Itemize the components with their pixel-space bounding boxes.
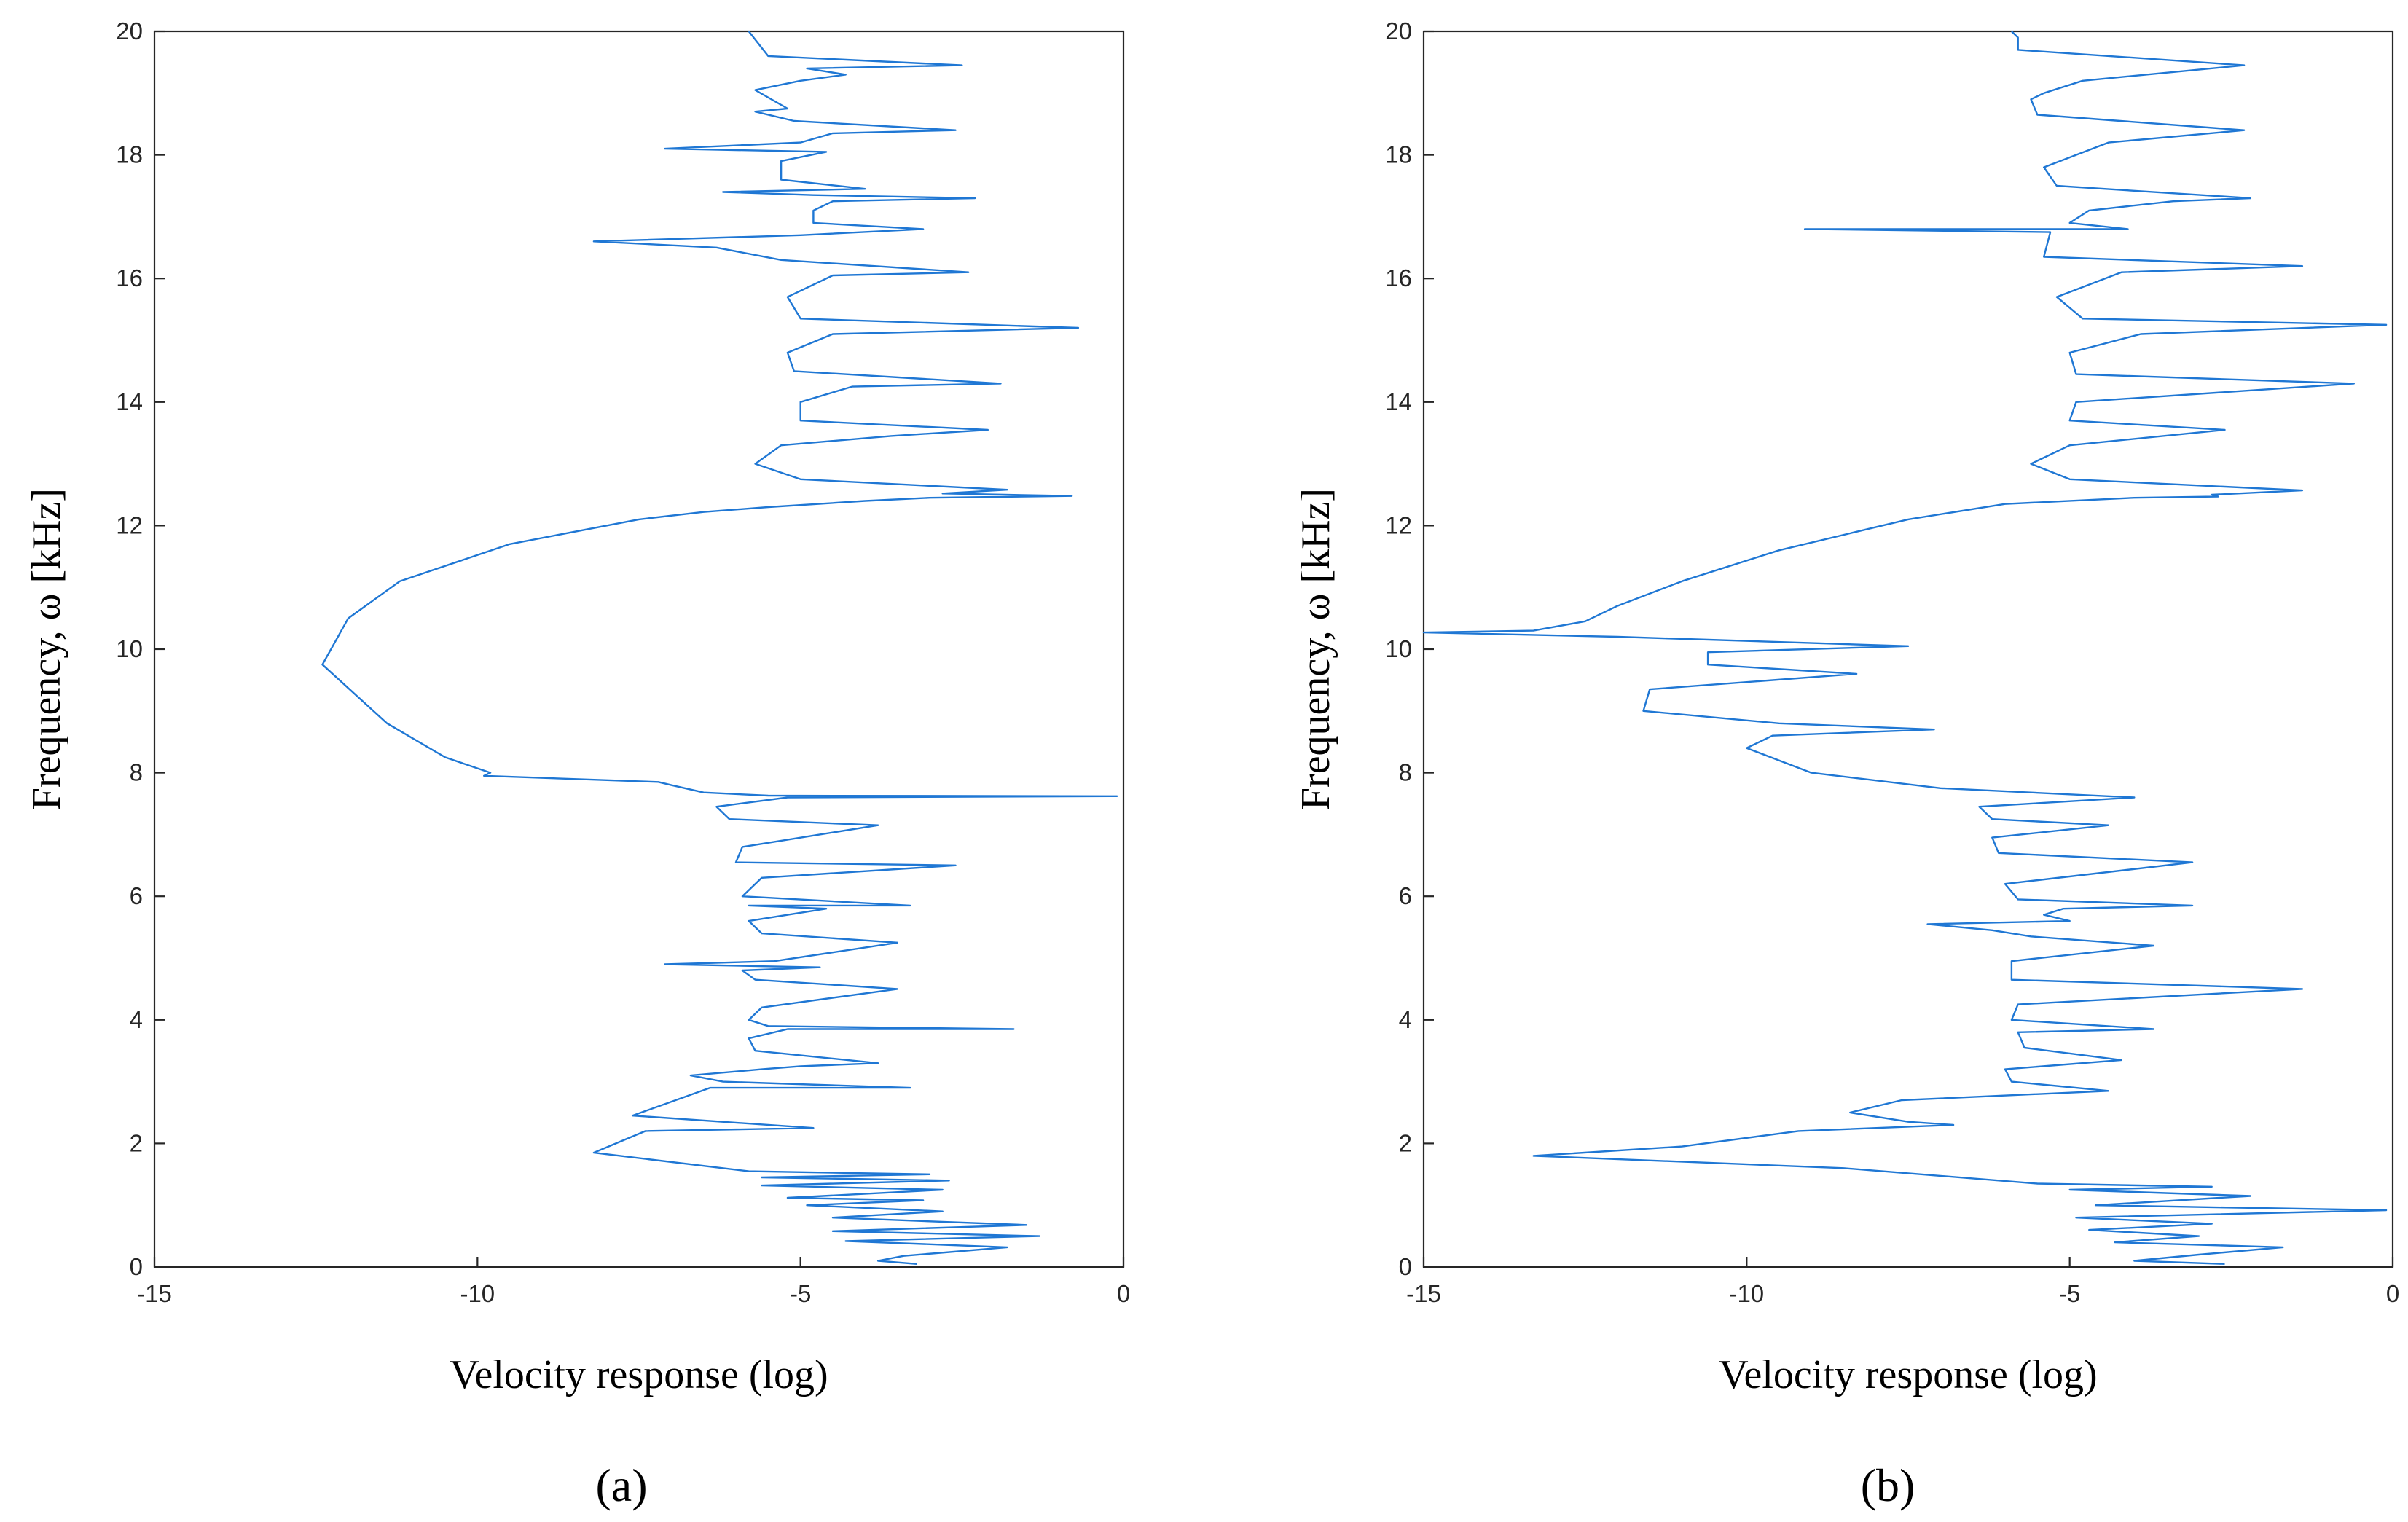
y-axis-label: Frequency, ω [kHz] — [24, 488, 69, 810]
axes-frame — [1422, 30, 2394, 1268]
y-axis-label: Frequency, ω [kHz] — [1293, 488, 1338, 810]
y-tick-label: 4 — [1399, 1006, 1412, 1033]
y-tick-label: 14 — [116, 388, 143, 415]
x-tick-label: 0 — [2386, 1280, 2399, 1307]
x-tick-label: -5 — [2059, 1280, 2080, 1307]
x-tick-label: -15 — [137, 1280, 172, 1307]
panel-b: -15 -10 -5 0 0 2 4 6 8 10 12 14 16 18 20 Velocity res… — [1293, 17, 2399, 1511]
x-axis-ticks: -15 -10 -5 0 — [1406, 1257, 2399, 1307]
x-tick-label: -10 — [1729, 1280, 1764, 1307]
x-tick-label: -5 — [790, 1280, 811, 1307]
x-tick-label: 0 — [1117, 1280, 1130, 1307]
y-tick-label: 10 — [1385, 635, 1412, 662]
axes-frame — [153, 30, 1125, 1268]
y-tick-label: 20 — [116, 17, 143, 44]
x-axis-label: Velocity response (log) — [450, 1352, 828, 1397]
y-tick-label: 8 — [1399, 759, 1412, 786]
y-tick-label: 4 — [130, 1006, 143, 1033]
y-tick-label: 10 — [116, 635, 143, 662]
y-tick-label: 0 — [130, 1253, 143, 1280]
y-tick-label: 20 — [1385, 17, 1412, 44]
y-tick-label: 14 — [1385, 388, 1412, 415]
y-tick-label: 18 — [116, 141, 143, 168]
y-tick-label: 12 — [1385, 511, 1412, 538]
series-line — [1422, 31, 2388, 1265]
series-line — [321, 31, 1118, 1265]
y-tick-label: 6 — [1399, 882, 1412, 909]
x-tick-label: -15 — [1406, 1280, 1441, 1307]
x-tick-label: -10 — [460, 1280, 495, 1307]
x-axis-ticks: -15 -10 -5 0 — [137, 1257, 1130, 1307]
y-tick-label: 8 — [130, 759, 143, 786]
y-axis-ticks: 0 2 4 6 8 10 12 14 16 18 20 — [1385, 17, 1434, 1280]
y-tick-label: 16 — [116, 264, 143, 291]
y-tick-label: 16 — [1385, 264, 1412, 291]
y-tick-label: 2 — [130, 1129, 143, 1156]
y-tick-label: 0 — [1399, 1253, 1412, 1280]
y-tick-label: 12 — [116, 511, 143, 538]
panel-label: (a) — [595, 1459, 647, 1511]
y-tick-label: 2 — [1399, 1129, 1412, 1156]
x-axis-label: Velocity response (log) — [1719, 1352, 2097, 1397]
panel-a: -15 -10 -5 0 0 2 4 6 8 10 12 14 16 18 20 Velocity res… — [24, 17, 1130, 1511]
y-tick-label: 18 — [1385, 141, 1412, 168]
panel-label: (b) — [1861, 1459, 1915, 1511]
y-axis-ticks: 0 2 4 6 8 10 12 14 16 18 20 — [116, 17, 165, 1280]
y-tick-label: 6 — [130, 882, 143, 909]
